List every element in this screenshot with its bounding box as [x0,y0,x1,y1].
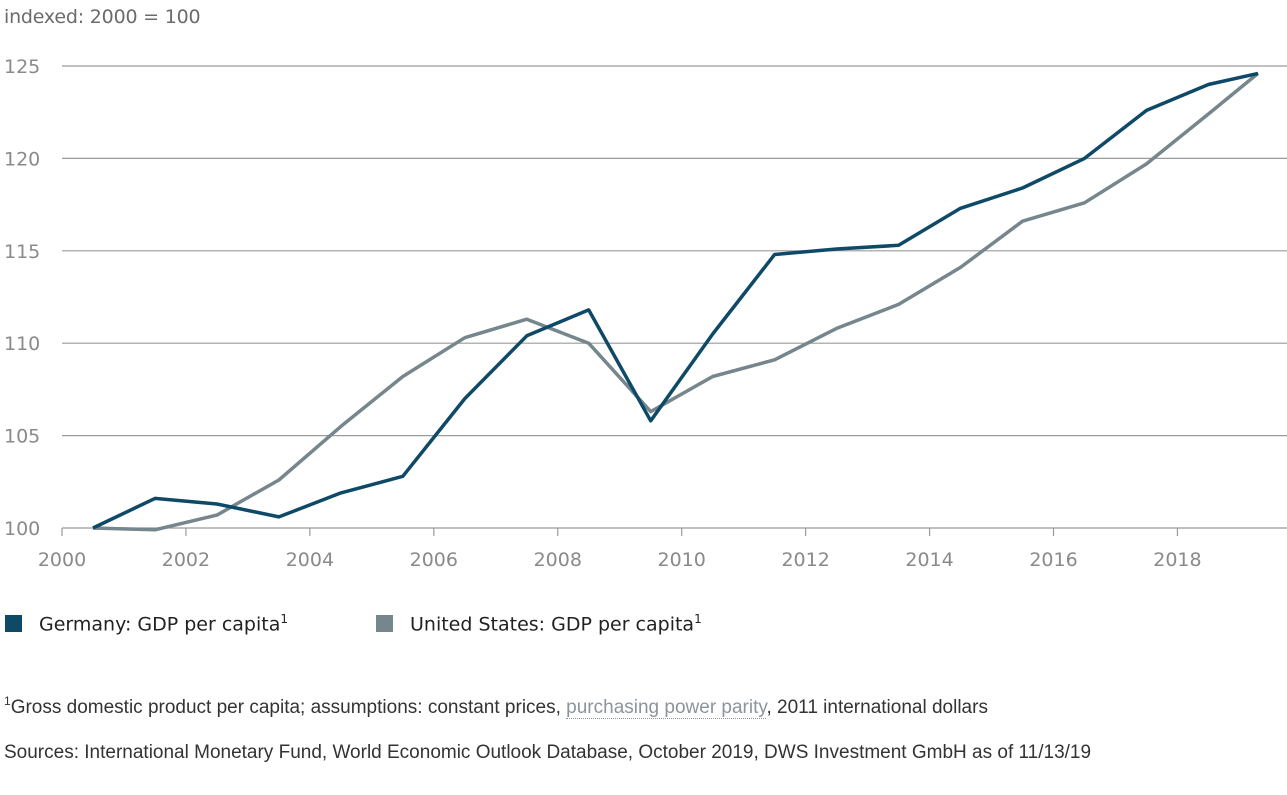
footnote-marker: 1 [4,694,11,708]
footnote: 1Gross domestic product per capita; assu… [4,694,988,719]
x-tick-label: 2004 [286,549,334,571]
y-tick-label: 125 [4,56,40,78]
legend-item-united-states: United States: GDP per capita1 [376,612,702,635]
legend-footnote-marker: 1 [280,612,288,626]
ppp-link[interactable]: purchasing power parity [566,697,767,719]
x-tick-label: 2000 [38,549,86,571]
x-axis-ticks: 2000 2002 2004 2006 2008 2010 2012 2014 2016 2018 [38,528,1202,571]
y-tick-label: 100 [4,518,40,540]
footnote-text-before: Gross domestic product per capita; assum… [10,697,567,718]
series-line-germany [92,71,1259,530]
y-axis-ticks: 100 105 110 115 120 125 [4,56,40,540]
legend: Germany: GDP per capita1 United States: … [0,612,1287,640]
x-tick-label: 2008 [534,549,582,571]
x-tick-label: 2006 [410,549,458,571]
x-tick-label: 2018 [1153,549,1201,571]
series-lines [92,71,1260,532]
footnote-text-after: , 2011 international dollars [766,697,988,718]
legend-footnote-marker: 1 [694,612,702,626]
x-tick-label: 2016 [1029,549,1077,571]
sources-note: Sources: International Monetary Fund, Wo… [4,742,1092,763]
x-tick-label: 2010 [658,549,706,571]
legend-label-united-states: United States: GDP per capita [410,613,695,636]
legend-swatch-germany [5,615,22,633]
legend-item-germany: Germany: GDP per capita1 [5,612,288,635]
x-tick-label: 2002 [162,549,210,571]
gridlines [62,65,1287,529]
y-tick-label: 105 [4,426,40,448]
y-tick-label: 110 [4,333,40,355]
y-tick-label: 115 [4,241,40,263]
y-tick-label: 120 [4,148,40,170]
x-tick-label: 2012 [781,549,829,571]
legend-swatch-united-states [376,615,393,633]
x-tick-label: 2014 [905,549,953,571]
legend-label-germany: Germany: GDP per capita [39,613,281,636]
series-line-united-states [92,72,1260,532]
y-axis-label: indexed: 2000 = 100 [4,6,201,28]
